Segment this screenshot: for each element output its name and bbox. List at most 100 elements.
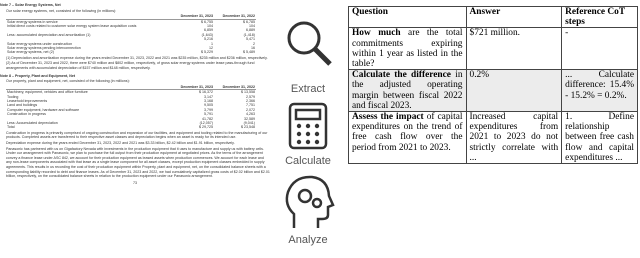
cell: (9,041) [243, 121, 255, 126]
table-row: Tooling 3,147 2,579 [6, 95, 256, 99]
table-row: How much are the total commitments expir… [348, 27, 638, 71]
cell: $ 5,229 [201, 50, 213, 55]
footnote: (2) As of December 31, 2023 and 2022, th… [6, 61, 255, 71]
cell: 7,751 [246, 103, 255, 108]
cell: Solar energy systems, net (2) [7, 50, 54, 55]
cell: Solar energy systems in service [7, 19, 58, 24]
icons: Extract Calculate Analyze [285, 21, 335, 246]
cell: $ 6,785 [243, 19, 255, 24]
header-row: Question Answer Reference CoT steps [348, 5, 638, 29]
answer-cell: $721 million. [465, 27, 563, 71]
cell: 2 [253, 41, 255, 46]
financial-table: December 31, 2023 December 31, 2022 Machin… [6, 84, 256, 130]
cell: $ 13,558 [241, 90, 255, 95]
cell: 2,072 [246, 107, 255, 112]
table-row: Assess the impact of capital expenditure… [348, 111, 638, 165]
question-lead: Calculate the difference [352, 70, 451, 81]
footnote: (1) Depreciation and amortization expens… [6, 55, 268, 60]
cell: 104 [207, 24, 213, 28]
document-page: Note 7 – Solar Energy Systems, Net Our so… [0, 0, 270, 258]
header-cell: Question [348, 5, 467, 29]
table-row: 41,782 32,589 [6, 117, 256, 121]
cell: Machinery, equipment, vehicles and offic… [7, 90, 88, 95]
cell: Tooling [7, 94, 19, 99]
table-row: Solar energy systems under construction 1… [6, 42, 256, 46]
cell: 6,889 [246, 28, 255, 33]
cell: 2,579 [246, 94, 255, 99]
column-header: December 31, 2023 [172, 84, 214, 91]
financial-table: December 31, 2023 December 31, 2022 Solar … [6, 14, 256, 55]
section-title: Note 8 – Property, Plant and Equipment, … [0, 73, 76, 78]
question-text: in the adjusted operating margin between… [352, 70, 463, 111]
cell: Leasehold improvements [7, 99, 48, 104]
header-cell: Reference CoT steps [561, 5, 638, 29]
paragraph: Panasonic has partnered with us on Gigaf… [6, 146, 270, 179]
cell: 1 [211, 41, 213, 46]
table-header-row: December 31, 2023 December 31, 2022 [6, 14, 256, 20]
cell: 5,471 [246, 37, 255, 42]
table-row: 6,859 6,889 [6, 28, 256, 32]
page-number: 73 [133, 180, 137, 185]
table-row: Leasehold improvements 3,168 2,366 [6, 99, 256, 103]
cell: Less: accumulated depreciation and amort… [7, 32, 91, 37]
head-gears-icon [285, 175, 335, 228]
cell: 16 [251, 46, 255, 51]
cell: 4,263 [246, 112, 255, 117]
cell: 41,782 [202, 116, 213, 121]
cell: 3,168 [204, 99, 213, 104]
table-row: Initial direct costs related to customer… [6, 24, 256, 28]
table-row: 5,216 5,471 [6, 37, 256, 41]
paragraph: Depreciation expense during the years en… [6, 141, 235, 146]
cell: 5,216 [204, 37, 213, 42]
answer-cell: 0.2% [465, 69, 563, 113]
magnifier-icon [287, 21, 332, 66]
cot-cell: - [561, 27, 638, 71]
cell: (1,418) [243, 32, 255, 37]
cell: $ 29,725 [199, 125, 213, 130]
column-header: December 31, 2022 [214, 14, 256, 20]
cell: $ 5,489 [243, 50, 255, 55]
table-row: Less: Accumulated depreciation (12,057) (9… [6, 121, 256, 125]
cell: Land and buildings [7, 103, 38, 108]
cell: 3,799 [204, 107, 213, 112]
table-row: Solar energy systems pending interconnec… [6, 46, 256, 50]
cot-cell: ... Calculate difference: 15.4% - 15.2% … [561, 69, 638, 113]
question-cell: Assess the impact of capital expenditure… [348, 111, 467, 165]
icon-label: Analyze [288, 234, 327, 246]
question-lead: How much [352, 28, 401, 39]
cell: 5,791 [204, 112, 213, 117]
icon-label: Extract [291, 83, 325, 95]
paragraph: Construction in progress is primarily co… [6, 130, 268, 140]
table-row: Calculate the difference in the adjusted… [348, 69, 638, 113]
paragraph: Our property, plant and equipment, net, … [6, 79, 130, 84]
paragraph: Our solar energy systems, net, consisted… [6, 8, 117, 13]
cell: Initial direct costs related to customer… [7, 24, 137, 28]
cell [6, 84, 172, 91]
calculator-icon [288, 102, 328, 150]
question-text: of capital expenditures on the trend of … [352, 112, 463, 153]
cell: (1,643) [201, 32, 213, 37]
cell: Total [7, 125, 15, 130]
question-cell: Calculate the difference in the adjusted… [348, 69, 467, 113]
column-header: December 31, 2023 [172, 14, 214, 20]
cot-cell: 1. Define relationship between free cash… [561, 111, 638, 165]
cell: 2,366 [246, 99, 255, 104]
table-row: Machinery, equipment, vehicles and offic… [6, 90, 256, 95]
table-row: Less: accumulated depreciation and amort… [6, 33, 256, 37]
cell: $ 23,548 [241, 125, 255, 130]
table-header-row: December 31, 2023 December 31, 2022 [6, 84, 256, 91]
icon-label: Calculate [285, 155, 331, 167]
cell: Computer equipment, hardware and softwar… [7, 107, 80, 112]
table-row: Construction in progress 5,791 4,263 [6, 112, 256, 116]
table-row: Solar energy systems, net (2) $ 5,229 $ 5,… [6, 50, 256, 54]
question-lead: Assess the impact [352, 112, 424, 123]
header-cell: Answer [465, 5, 563, 29]
cell: (12,057) [199, 121, 213, 126]
question-text: are the total commitments expiring withi… [352, 28, 463, 70]
cell: 32,589 [244, 116, 255, 121]
table-row: Total $ 29,725 $ 23,548 [6, 125, 256, 129]
cell: 104 [249, 24, 255, 28]
cell: 9,505 [204, 103, 213, 108]
cell: Solar energy systems under construction [7, 41, 73, 46]
